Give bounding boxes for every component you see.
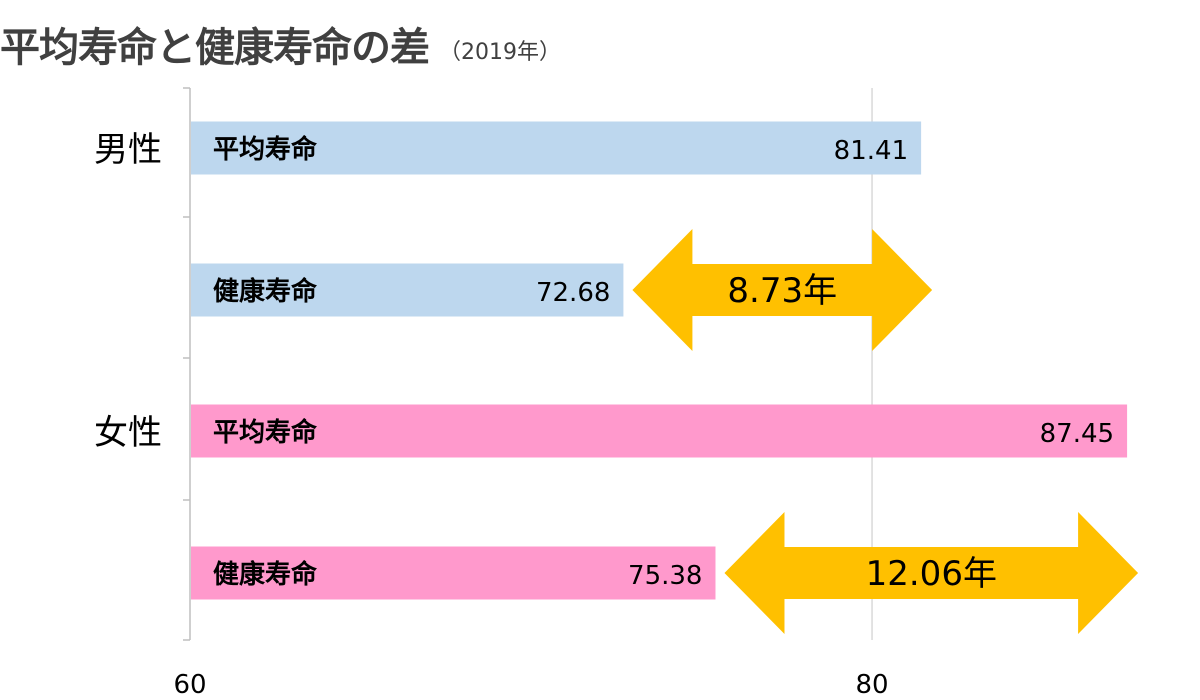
bar-category-label: 健康寿命: [213, 559, 318, 590]
bar: [191, 546, 716, 600]
data-label: 75.38: [628, 561, 702, 591]
gap-label: 8.73年: [727, 271, 837, 311]
bar: [191, 404, 1128, 458]
bar: [191, 263, 624, 317]
x-tick-label: 60: [173, 670, 206, 700]
bar-category-label: 健康寿命: [213, 276, 318, 307]
gap-arrow: [632, 229, 933, 351]
gap-arrow: [724, 512, 1139, 634]
bar: [191, 121, 922, 175]
bar-category-label: 平均寿命: [213, 134, 318, 165]
data-label: 81.41: [834, 136, 908, 166]
gap-label: 12.06年: [866, 554, 997, 594]
chart-title: 平均寿命と健康寿命の差: [0, 25, 430, 71]
x-tick-label: 80: [855, 670, 888, 700]
group-label: 女性: [94, 413, 162, 453]
title-row: 平均寿命と健康寿命の差 （2019年）: [0, 8, 561, 68]
bar-category-label: 平均寿命: [213, 417, 318, 448]
data-label: 87.45: [1040, 419, 1114, 449]
group-label: 男性: [94, 130, 162, 170]
chart-subtitle: （2019年）: [439, 40, 561, 65]
data-label: 72.68: [536, 278, 610, 308]
